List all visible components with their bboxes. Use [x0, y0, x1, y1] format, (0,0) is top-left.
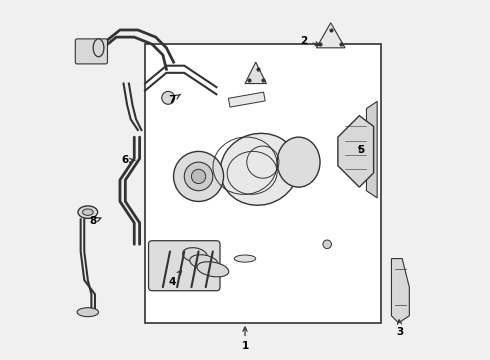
Text: 8: 8: [90, 216, 101, 226]
Text: 2: 2: [300, 36, 319, 46]
Ellipse shape: [78, 206, 98, 219]
Polygon shape: [317, 23, 345, 48]
Text: 5: 5: [358, 145, 365, 155]
Text: 1: 1: [242, 327, 248, 351]
Circle shape: [184, 162, 213, 191]
Circle shape: [173, 152, 223, 202]
Polygon shape: [228, 92, 265, 107]
Ellipse shape: [190, 255, 218, 270]
Polygon shape: [245, 62, 267, 84]
Ellipse shape: [234, 255, 256, 262]
Ellipse shape: [93, 39, 104, 57]
Circle shape: [192, 169, 206, 184]
Polygon shape: [338, 116, 373, 187]
Ellipse shape: [82, 209, 93, 215]
FancyBboxPatch shape: [148, 241, 220, 291]
Ellipse shape: [183, 248, 207, 262]
Ellipse shape: [197, 262, 229, 277]
FancyBboxPatch shape: [75, 39, 107, 64]
Text: 3: 3: [397, 320, 404, 337]
Text: 7: 7: [168, 94, 181, 105]
Ellipse shape: [77, 308, 98, 317]
Text: 4: 4: [168, 271, 181, 287]
Circle shape: [162, 91, 174, 104]
Polygon shape: [367, 102, 377, 198]
Polygon shape: [392, 258, 409, 323]
Ellipse shape: [220, 133, 298, 205]
Circle shape: [323, 240, 331, 249]
Ellipse shape: [277, 137, 320, 187]
Text: 6: 6: [122, 156, 135, 165]
Bar: [145, 44, 381, 323]
